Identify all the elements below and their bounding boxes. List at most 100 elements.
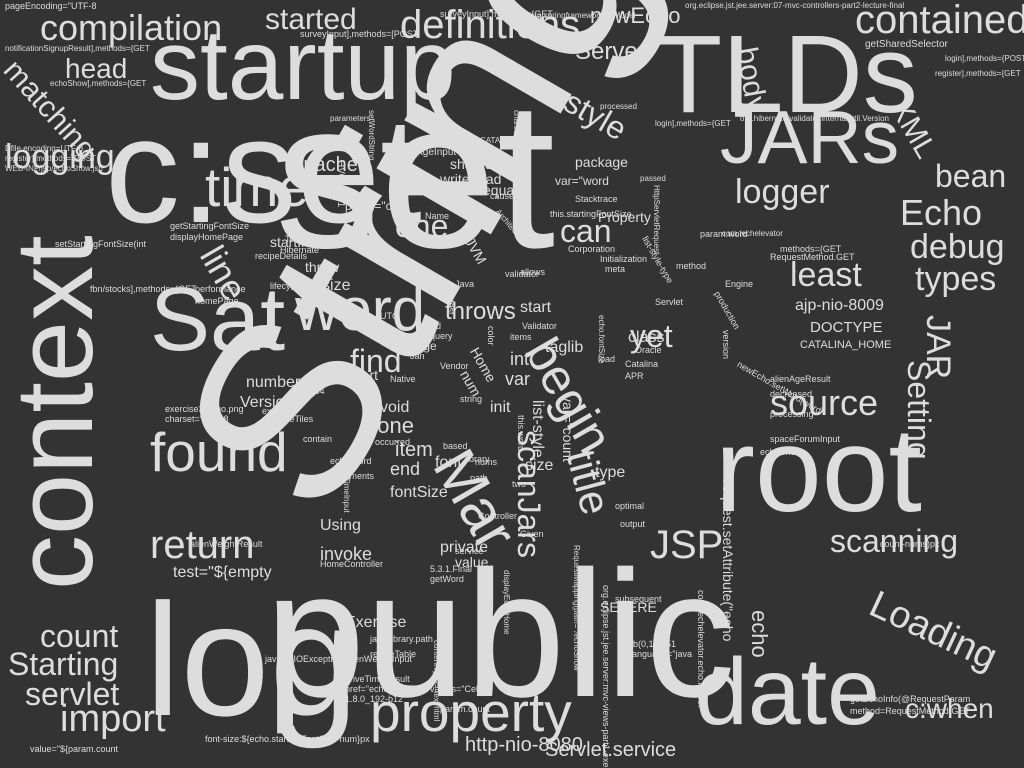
cloud-word: recipeTable: [370, 649, 417, 659]
cloud-word: throws: [445, 298, 516, 325]
cloud-word: Exercise: [345, 614, 407, 631]
cloud-word: getSharedSelector: [865, 39, 948, 50]
cloud-word: two: [512, 479, 527, 489]
cloud-word: Sat: [150, 270, 286, 370]
cloud-word: found: [150, 421, 288, 483]
cloud-word: log: [145, 570, 359, 749]
cloud-word: logger: [735, 173, 830, 211]
cloud-word: start: [520, 299, 552, 316]
cloud-word: echo.word: [330, 456, 372, 466]
cloud-word: x86_64: [295, 386, 325, 396]
cloud-word: write/read: [440, 171, 502, 187]
cloud-word: environments: [320, 471, 375, 481]
cloud-word: homePage: [195, 296, 239, 306]
cloud-word: Initialization: [600, 254, 648, 264]
cloud-word: rgb(0,122,51: [625, 639, 677, 649]
cloud-word: Apache: [290, 154, 358, 176]
cloud-word: bean: [935, 158, 1007, 194]
cloud-word: nums: [475, 457, 498, 467]
cloud-word: source: [770, 382, 879, 423]
cloud-word: root: [715, 403, 922, 537]
cloud-word: login],methods={POST: [945, 54, 1024, 63]
cloud-word: package: [575, 154, 628, 170]
cloud-word: Corporation: [568, 244, 616, 254]
cloud-word: c:set: [105, 86, 422, 254]
cloud-word: JARs: [720, 95, 900, 179]
cloud-word: surveyInput],methods=[POST: [300, 29, 419, 39]
cloud-word: debug: [910, 228, 1005, 266]
cloud-word: Add: [425, 321, 442, 331]
cloud-word: values="Celtics: [430, 684, 492, 694]
cloud-word: contained: [855, 0, 1024, 42]
cloud-word: item: [395, 439, 433, 461]
cloud-word: version: [721, 330, 731, 360]
cloud-word: Vendor: [440, 361, 469, 371]
cloud-word: Oracle: [635, 345, 662, 355]
cloud-word: fbn/stocks],methods={GET: [90, 284, 197, 294]
cloud-word: notificationSignupResult],methods={GET: [5, 44, 150, 53]
cloud-word: yet: [630, 318, 673, 354]
cloud-word: processed: [600, 102, 637, 111]
cloud-word: servlet: [25, 676, 120, 712]
cloud-word: com.techelevator.echo.model: [696, 590, 706, 708]
cloud-word: output: [620, 519, 646, 529]
cloud-word: type: [595, 464, 626, 481]
cloud-word: items: [510, 332, 532, 342]
cloud-word: import: [60, 698, 166, 740]
cloud-word: org.hibernate.validator.internal.util.Ve…: [740, 114, 889, 123]
cloud-word: Setting: [901, 360, 937, 460]
cloud-word: var="word: [555, 174, 609, 188]
cloud-word: font-size:${echo.startingFontSize-num}px: [205, 734, 370, 744]
cloud-word: Loading: [863, 583, 1004, 679]
cloud-word: Engine: [725, 279, 754, 289]
cloud-word: setStartingFontSize(int: [55, 239, 147, 249]
cloud-word: can: [560, 213, 612, 249]
cloud-word: Stacktrace: [575, 194, 618, 204]
cloud-word: library: [465, 454, 490, 464]
cloud-word: definitions: [400, 3, 581, 47]
cloud-word: parameters: [330, 114, 371, 123]
cloud-word: occurred: [375, 437, 411, 447]
cloud-word: alienAgeInput: [395, 147, 457, 158]
cloud-word: cause: [490, 191, 515, 201]
cloud-word: param.count: [440, 704, 491, 714]
cloud-word: bean: [795, 272, 798, 273]
cloud-word: compilation: [40, 7, 223, 48]
cloud-word: value: [455, 554, 489, 570]
cloud-word: taglib: [545, 339, 584, 356]
cloud-word: method: [676, 261, 707, 271]
cloud-word: none: [365, 413, 414, 438]
cloud-word: c:when: [905, 693, 994, 724]
cloud-word: register],methods={POST: [5, 154, 96, 163]
cloud-word: Catalina: [625, 359, 659, 369]
cloud-word: contain: [303, 434, 333, 444]
cloud-word: var: [505, 369, 531, 389]
cloud-word: path: [470, 473, 488, 483]
cloud-word: count-nums)px: [880, 539, 940, 549]
cloud-word: login],methods={GET: [655, 119, 731, 128]
cloud-word: startInternal: [270, 234, 344, 250]
cloud-word: UTC: [380, 311, 399, 321]
cloud-word: Starting: [8, 646, 119, 682]
cloud-word: Hibernate: [280, 245, 320, 255]
cloud-word: Echo: [900, 192, 983, 233]
cloud-word: example: [262, 406, 297, 416]
cloud-word: driveTimeInput: [342, 460, 351, 513]
cloud-word: string: [460, 394, 483, 404]
cloud-word: Controller: [478, 511, 518, 521]
cloud-word: exercise3-echo.png: [165, 404, 244, 414]
cloud-word: getStartingFontSize: [170, 221, 250, 231]
cloud-word: decreased: [770, 389, 813, 399]
cloud-word: lifecycleEvent: [270, 281, 326, 291]
cloud-word: getEchoInfo(@RequestParam: [850, 694, 971, 704]
cloud-word: shared: [450, 156, 493, 172]
cloud-word: 5.3.1.Final: [430, 564, 473, 574]
cloud-word: alienWeightResult: [190, 539, 263, 549]
cloud-word: Using: [320, 517, 361, 534]
cloud-word: test: [446, 300, 456, 315]
cloud-word: allows: [520, 267, 546, 277]
cloud-word: date: [695, 639, 880, 745]
cloud-word: this.startingFontSize: [550, 209, 632, 219]
cloud-word: Jan: [410, 351, 425, 361]
cloud-word: 1.8.0_192-b12: [345, 694, 404, 704]
